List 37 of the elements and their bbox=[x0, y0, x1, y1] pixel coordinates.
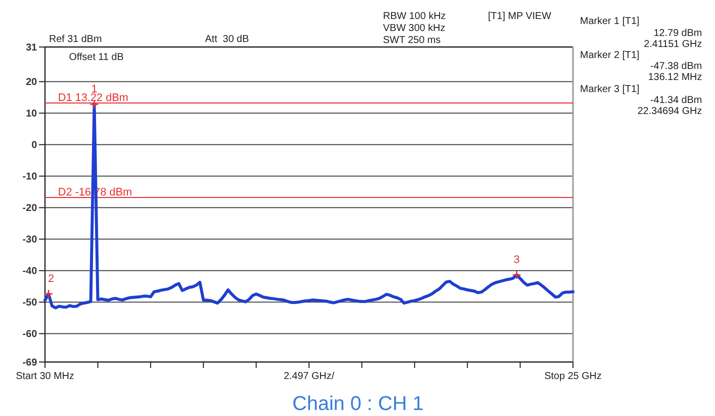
text: Att 30 dB bbox=[205, 34, 250, 45]
x-tick-label: Stop 25 GHz bbox=[544, 371, 602, 382]
text: Ref 31 dBm bbox=[49, 34, 102, 45]
text: 136.12 MHz bbox=[648, 72, 702, 83]
y-tick-label: -40 bbox=[22, 266, 38, 278]
y-tick-label: -10 bbox=[22, 172, 38, 183]
y-tick-label: -60 bbox=[22, 329, 38, 340]
y-tick-label: -69 bbox=[22, 358, 38, 368]
y-tick-label: 31 bbox=[26, 42, 38, 54]
series-label: 3 bbox=[514, 254, 520, 266]
point bbox=[44, 289, 54, 299]
y-tick-label: -30 bbox=[22, 234, 38, 246]
text: -47.38 dBm bbox=[650, 61, 702, 72]
text: VBW 300 kHz bbox=[383, 23, 446, 34]
ref-line-label: D1 13.22 dBm bbox=[58, 92, 128, 104]
y-tick-label: -20 bbox=[22, 203, 38, 214]
text: 2.41151 GHz bbox=[644, 39, 702, 50]
text: Marker 1 [T1] bbox=[580, 16, 640, 27]
text: [T1] MP VIEW bbox=[488, 11, 552, 22]
text: -41.34 dBm bbox=[650, 95, 702, 106]
text: Marker 2 [T1] bbox=[580, 50, 640, 61]
text: Chain 0 : CH 1 bbox=[292, 393, 424, 415]
line-series bbox=[44, 102, 574, 310]
text: 22.34694 GHz bbox=[638, 106, 702, 117]
y-tick-label: -50 bbox=[22, 298, 38, 309]
x-axis-title: 2.497 GHz/ bbox=[284, 371, 335, 382]
series-label: 2 bbox=[48, 272, 54, 285]
point bbox=[512, 270, 522, 280]
text: Marker 3 [T1] bbox=[580, 84, 640, 95]
x-tick-label: Start 30 MHz bbox=[16, 371, 74, 382]
text: RBW 100 kHz bbox=[383, 11, 446, 22]
y-tick-label: 10 bbox=[26, 108, 38, 120]
text: SWT 250 ms bbox=[383, 35, 441, 46]
y-tick-label: 20 bbox=[26, 77, 38, 88]
annotation: Offset 11 dB bbox=[69, 52, 124, 63]
y-tick-label: 0 bbox=[31, 140, 38, 152]
text: 12.79 dBm bbox=[654, 28, 702, 39]
